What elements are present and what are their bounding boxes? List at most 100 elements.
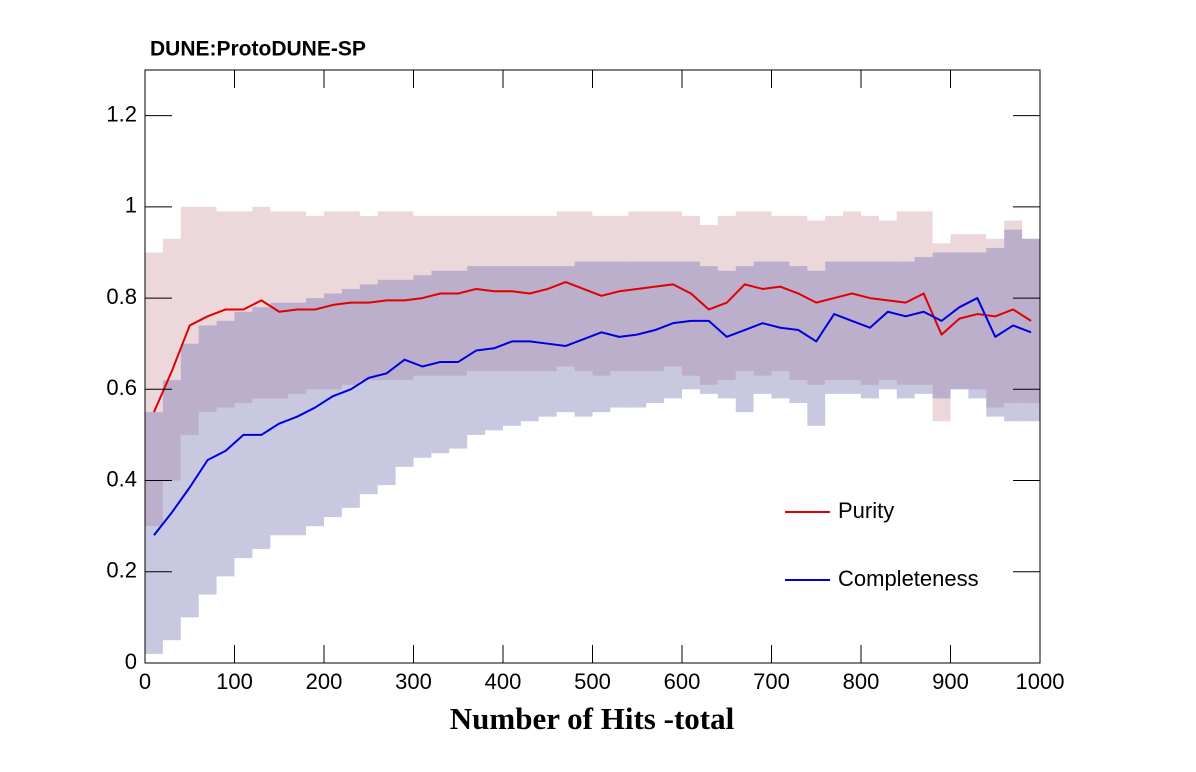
error-band — [950, 234, 969, 390]
error-band — [789, 266, 808, 403]
error-band — [986, 247, 1005, 417]
error-band — [395, 211, 414, 381]
error-band — [503, 266, 521, 426]
chart-title: DUNE:ProtoDUNE-SP — [150, 38, 366, 61]
error-band — [1004, 220, 1023, 403]
error-band — [592, 261, 611, 413]
error-band — [896, 261, 915, 399]
x-tick-label: 1000 — [1016, 669, 1065, 694]
error-band — [610, 261, 629, 408]
error-band — [825, 261, 844, 394]
error-band — [359, 284, 378, 495]
error-band — [341, 288, 360, 508]
error-band — [914, 257, 933, 394]
error-band — [861, 261, 879, 399]
data-line — [153, 297, 1032, 536]
error-band — [610, 215, 629, 372]
error-band — [503, 215, 521, 372]
error-band — [950, 252, 969, 390]
error-band — [699, 225, 718, 385]
error-band — [270, 211, 289, 399]
error-band — [753, 211, 772, 376]
error-band — [359, 215, 378, 381]
y-tick-label: 1 — [125, 193, 137, 218]
error-band — [968, 234, 987, 390]
error-band — [431, 215, 450, 376]
error-band — [664, 261, 682, 399]
error-band — [699, 266, 718, 394]
error-band — [252, 206, 271, 399]
error-band — [180, 206, 199, 435]
x-tick-label: 400 — [485, 669, 522, 694]
error-band — [216, 320, 235, 577]
error-band — [556, 266, 575, 413]
error-band — [449, 215, 468, 376]
error-band — [896, 211, 915, 385]
error-band — [180, 343, 199, 618]
error-band — [682, 261, 700, 390]
error-band — [449, 270, 468, 449]
error-band — [771, 215, 790, 372]
x-axis-label: Number of Hits -total — [450, 701, 735, 736]
x-tick-label: 700 — [753, 669, 790, 694]
y-tick-label: 0.4 — [106, 466, 137, 491]
error-band — [878, 261, 897, 390]
error-band — [306, 298, 324, 527]
error-band — [234, 211, 253, 403]
x-tick-label: 200 — [306, 669, 343, 694]
error-band — [306, 215, 324, 390]
error-band — [771, 261, 790, 399]
error-band — [664, 211, 682, 367]
error-band — [162, 238, 181, 481]
error-band — [288, 302, 307, 536]
error-band — [377, 211, 396, 381]
y-tick-label: 0.6 — [106, 375, 137, 400]
error-band — [753, 261, 772, 394]
error-band — [467, 215, 486, 372]
legend-label: Purity — [838, 498, 894, 523]
error-band — [646, 261, 665, 403]
x-tick-label: 600 — [664, 669, 701, 694]
error-band — [485, 215, 503, 372]
error-band — [932, 252, 951, 399]
error-band — [288, 211, 307, 394]
x-tick-label: 900 — [932, 669, 969, 694]
error-band — [968, 252, 987, 399]
error-band — [682, 215, 700, 376]
x-tick-label: 300 — [395, 669, 432, 694]
error-band — [162, 380, 181, 641]
error-band — [538, 215, 557, 372]
error-band — [341, 211, 360, 385]
error-band — [538, 266, 557, 417]
y-tick-label: 0 — [125, 649, 137, 674]
error-band — [843, 261, 861, 394]
error-band — [861, 215, 879, 385]
error-band — [145, 412, 163, 654]
y-tick-label: 0.2 — [106, 558, 137, 583]
error-band — [252, 307, 271, 549]
error-band — [717, 270, 736, 399]
error-band — [717, 215, 736, 381]
legend-label: Completeness — [838, 566, 979, 591]
x-tick-label: 100 — [216, 669, 253, 694]
y-tick-label: 0.8 — [106, 284, 137, 309]
x-tick-label: 500 — [574, 669, 611, 694]
error-band — [377, 279, 396, 486]
error-band — [520, 266, 539, 422]
data-line — [153, 281, 1032, 413]
error-band — [807, 270, 826, 426]
error-band — [413, 215, 432, 376]
x-tick-label: 0 — [139, 669, 151, 694]
error-band — [324, 293, 342, 518]
error-band — [914, 211, 933, 385]
error-band — [324, 211, 342, 390]
error-band — [843, 211, 861, 381]
error-band — [270, 302, 289, 536]
error-band — [574, 211, 593, 372]
error-band — [789, 215, 808, 381]
error-band — [198, 206, 217, 413]
error-band — [1022, 238, 1040, 422]
error-band — [735, 266, 754, 413]
